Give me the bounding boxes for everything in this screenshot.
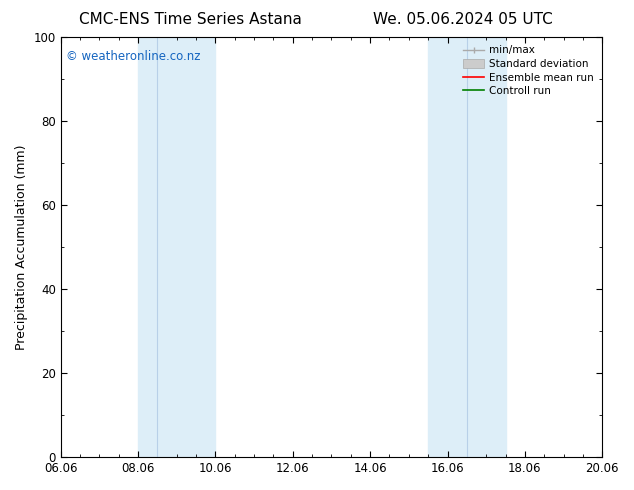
Legend: min/max, Standard deviation, Ensemble mean run, Controll run: min/max, Standard deviation, Ensemble me…: [460, 42, 597, 99]
Text: We. 05.06.2024 05 UTC: We. 05.06.2024 05 UTC: [373, 12, 553, 27]
Bar: [138, 37, 216, 457]
Text: CMC-ENS Time Series Astana: CMC-ENS Time Series Astana: [79, 12, 302, 27]
Bar: [428, 37, 505, 457]
Y-axis label: Precipitation Accumulation (mm): Precipitation Accumulation (mm): [15, 145, 28, 350]
Text: © weatheronline.co.nz: © weatheronline.co.nz: [66, 50, 200, 63]
